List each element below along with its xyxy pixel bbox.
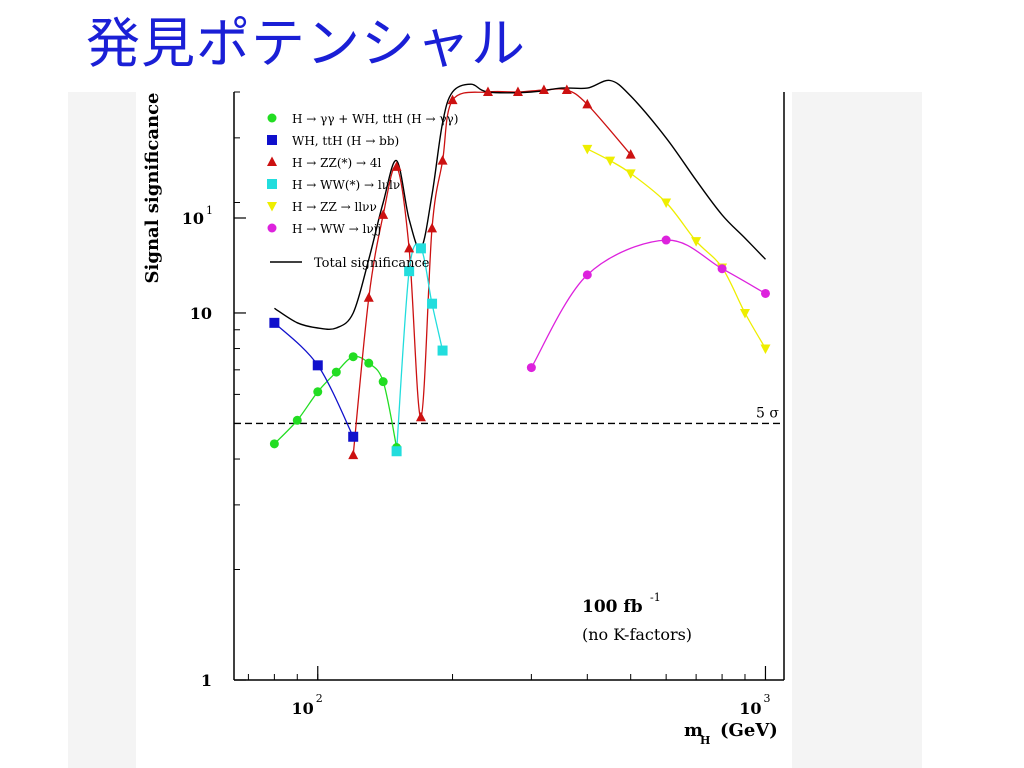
data-point-s4-3: [661, 198, 672, 208]
data-point-s4-1: [605, 156, 616, 167]
y-tick-label-exponent: 1: [206, 204, 213, 217]
data-point-s2-2: [378, 209, 389, 219]
series-line-4: [587, 148, 767, 349]
series-line-6: [274, 79, 767, 331]
data-point-s2-3: [391, 161, 402, 171]
data-point-s5-4: [760, 288, 770, 298]
data-point-s0-3: [331, 367, 341, 377]
plot-background: [136, 92, 792, 768]
y-tick-label: 1: [201, 671, 212, 690]
data-point-s2-10: [512, 86, 523, 96]
data-point-s5-3: [717, 264, 727, 274]
x-tick-label: 10: [291, 699, 313, 718]
data-point-s4-2: [625, 169, 636, 179]
data-point-s4-4: [691, 237, 702, 247]
data-point-s5-2: [661, 235, 671, 245]
data-point-s2-9: [482, 86, 493, 96]
data-point-s3-4: [437, 345, 448, 356]
data-point-s2-11: [538, 84, 549, 95]
legend-marker: [267, 179, 277, 189]
data-point-s2-0: [348, 449, 359, 460]
data-point-s2-14: [625, 149, 636, 159]
legend-label: H → ZZ(*) → 4l: [292, 156, 382, 170]
series-markers: [269, 84, 771, 460]
data-point-s0-6: [378, 377, 388, 387]
page-title: 発見ポテンシャル: [86, 12, 526, 75]
x-axis-label-unit: (GeV): [720, 720, 778, 741]
data-point-s4-7: [760, 344, 771, 355]
data-point-s4-0: [582, 144, 593, 155]
data-point-s1-0: [269, 317, 280, 328]
x-axis-label-subscript: H: [700, 734, 710, 747]
luminosity-annotation-exponent: -1: [650, 591, 661, 604]
y-axis-label: Signal significance: [142, 93, 163, 284]
data-point-s2-12: [561, 84, 572, 95]
y-tick-label: 10: [182, 209, 204, 228]
x-axis-label: m: [684, 720, 703, 741]
data-point-s3-3: [427, 298, 438, 309]
data-point-s2-1: [363, 292, 374, 302]
data-point-s3-0: [391, 446, 402, 457]
data-point-s1-2: [348, 431, 359, 442]
legend-marker: [267, 223, 277, 233]
data-point-s0-0: [269, 439, 279, 449]
data-point-s2-8: [447, 94, 458, 105]
legend-label: H → WW → lνjj: [292, 222, 381, 236]
legend-label: H → γγ + WH, ttH (H → γγ): [292, 112, 458, 126]
legend-label: H → WW(*) → lνlν: [292, 178, 400, 192]
data-point-s0-2: [313, 387, 323, 397]
data-point-s2-4: [404, 242, 415, 253]
data-point-s5-1: [582, 270, 592, 280]
data-point-s0-4: [348, 352, 358, 362]
x-tick-label: 10: [739, 699, 761, 718]
x-tick-label-exponent: 3: [763, 692, 770, 705]
data-point-s2-13: [582, 98, 593, 109]
legend-label: H → ZZ → llνν: [292, 200, 377, 214]
data-point-s1-1: [312, 360, 323, 371]
data-point-s5-0: [526, 363, 536, 373]
data-point-s3-1: [404, 266, 415, 277]
legend-marker: [267, 202, 277, 212]
data-point-s0-1: [292, 415, 302, 425]
legend-label: WH, ttH (H → bb): [292, 134, 399, 148]
x-tick-label-exponent: 2: [316, 692, 323, 705]
threshold-line: 5 σ: [234, 405, 784, 425]
luminosity-annotation: 100 fb: [582, 597, 643, 617]
series-line-1: [273, 322, 354, 437]
y-tick-label: 10: [190, 304, 212, 323]
data-point-s3-2: [415, 243, 426, 254]
plot-frame: [233, 92, 785, 681]
threshold-label: 5 σ: [756, 405, 779, 421]
data-point-s0-5: [364, 358, 374, 368]
legend: H → γγ + WH, ttH (H → γγ) WH, ttH (H → bb…: [267, 112, 458, 271]
data-point-s2-5: [415, 411, 426, 422]
data-point-s2-7: [437, 155, 448, 165]
legend-marker: [267, 156, 277, 166]
series-line-5: [530, 239, 766, 368]
axis-labels: 100 fb -1 (no K-factors) mH (GeV) Signal sign…: [142, 93, 778, 747]
data-point-s4-6: [739, 308, 750, 319]
legend-label: Total significance: [314, 256, 430, 271]
legend-marker: [267, 113, 277, 123]
legend-marker: [267, 135, 277, 145]
kfactor-annotation: (no K-factors): [582, 625, 692, 644]
data-point-s2-6: [427, 222, 438, 233]
